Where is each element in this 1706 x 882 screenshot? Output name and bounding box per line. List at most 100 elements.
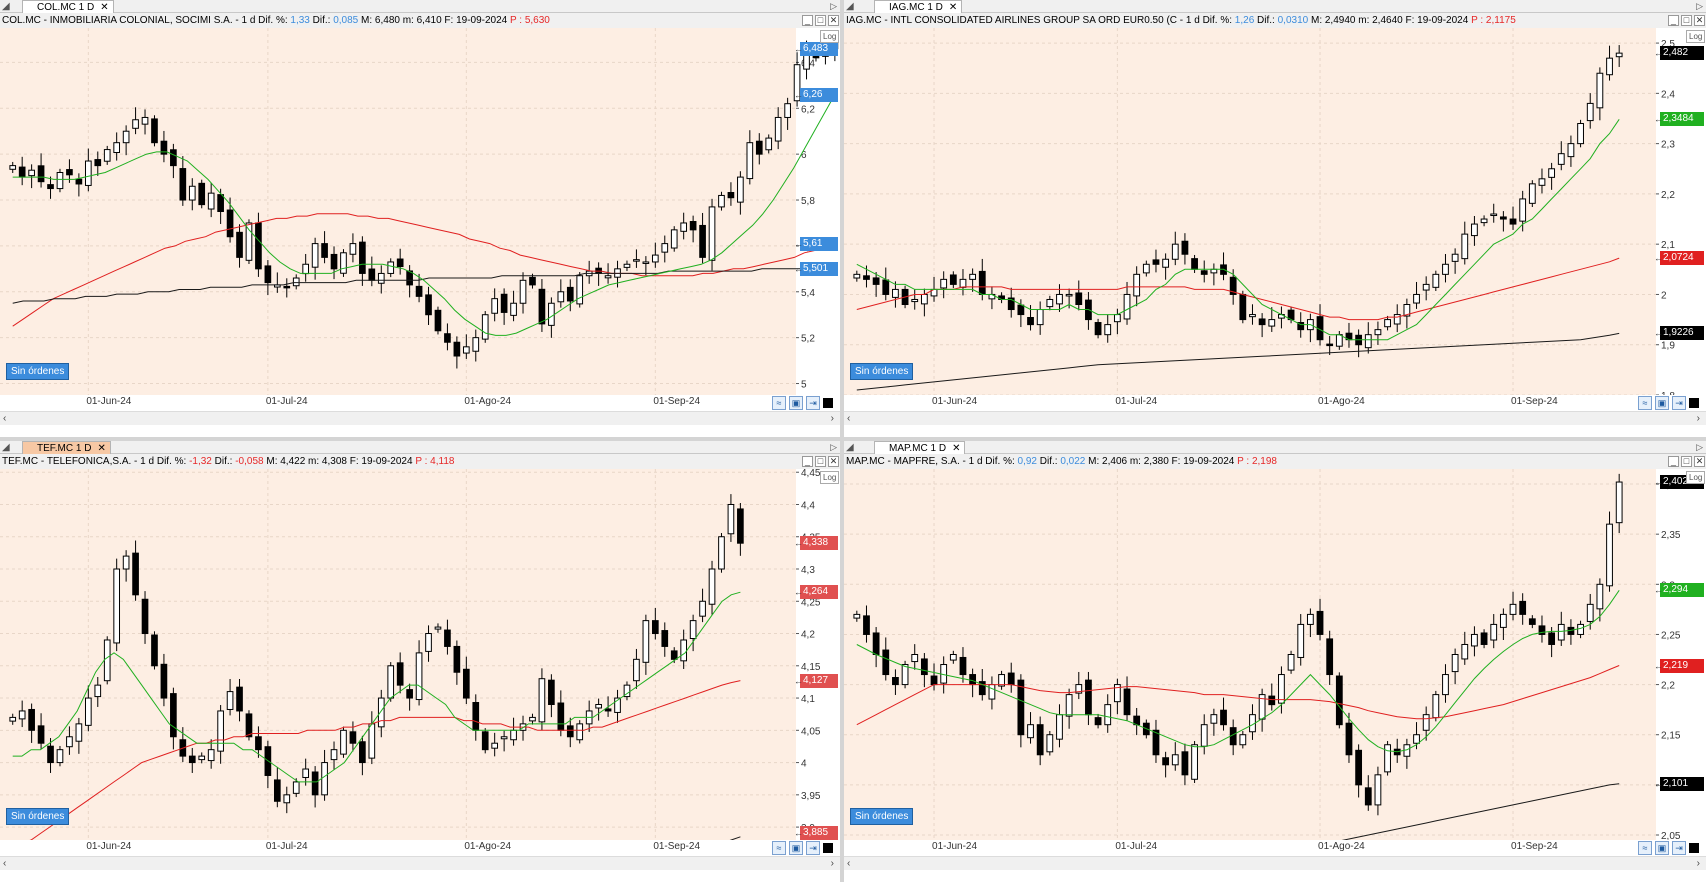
candle-body [396, 662, 404, 686]
indicator-tool-icon[interactable]: ≈ [1638, 396, 1652, 410]
time-axis[interactable]: 01-Jun-24 01-Jul-24 01-Ago-24 01-Sep-24 [0, 840, 840, 856]
save-layout-icon[interactable]: ▣ [789, 841, 803, 855]
maximize-button[interactable]: □ [815, 15, 826, 26]
close-button[interactable]: ✕ [828, 15, 839, 26]
fit-chart-icon[interactable]: ⇥ [1672, 396, 1686, 410]
tab-close-icon[interactable]: ✕ [948, 2, 958, 13]
scroll-right-arrow-icon[interactable]: › [1696, 858, 1700, 869]
minimize-button[interactable]: _ [802, 15, 813, 26]
price-axis[interactable] [796, 469, 840, 840]
indicator-tool-icon[interactable]: ≈ [1638, 841, 1652, 855]
close-button[interactable]: ✕ [1694, 15, 1705, 26]
close-button[interactable]: ✕ [1694, 456, 1705, 467]
tab-scroll-left-icon[interactable]: ◢ [2, 442, 10, 453]
log-scale-button[interactable]: Log [820, 30, 840, 43]
log-scale-button[interactable]: Log [1686, 30, 1706, 43]
scroll-left-arrow-icon[interactable]: ‹ [3, 858, 7, 869]
log-scale-button[interactable]: Log [820, 471, 840, 484]
minimize-button[interactable]: _ [802, 456, 813, 467]
close-button[interactable]: ✕ [828, 456, 839, 467]
pane-splitter-horizontal[interactable] [0, 437, 1706, 441]
fit-chart-icon[interactable]: ⇥ [806, 396, 820, 410]
candle-body [642, 261, 650, 264]
candle-body [1056, 293, 1063, 305]
y-tick-label: 2,1 [1661, 240, 1675, 251]
tab-col[interactable]: COL.MC 1 D ✕ [22, 0, 114, 13]
minimize-button[interactable]: _ [1668, 456, 1679, 467]
candle-body [1606, 57, 1613, 76]
time-axis[interactable]: 01-Jun-24 01-Jul-24 01-Ago-24 01-Sep-24 [844, 840, 1706, 856]
candle-body [1239, 734, 1247, 746]
tab-tef[interactable]: TEF.MC 1 D ✕ [22, 441, 111, 454]
pane-splitter-vertical[interactable] [840, 0, 844, 882]
save-layout-icon[interactable]: ▣ [1655, 396, 1669, 410]
info-dif-label: Dif.: [1039, 456, 1058, 467]
horizontal-scrollbar[interactable]: ‹ › [0, 856, 840, 870]
candle-body [978, 681, 986, 696]
candle-body [969, 273, 977, 280]
orders-status-badge[interactable]: Sin órdenes [850, 363, 914, 380]
color-mode-icon[interactable]: ■ [1689, 398, 1699, 410]
maximize-button[interactable]: □ [1681, 456, 1692, 467]
candle-body [292, 277, 300, 287]
tab-close-icon[interactable]: ✕ [97, 443, 106, 454]
candle-body [1509, 603, 1517, 615]
info-p: 2,1175 [1485, 15, 1516, 26]
save-layout-icon[interactable]: ▣ [789, 396, 803, 410]
minimize-button[interactable]: _ [1668, 15, 1679, 26]
price-plot-area[interactable] [844, 469, 1656, 840]
color-mode-icon[interactable]: ■ [1689, 843, 1699, 855]
scroll-left-arrow-icon[interactable]: ‹ [847, 413, 851, 424]
orders-status-badge[interactable]: Sin órdenes [6, 363, 70, 380]
scroll-right-arrow-icon[interactable]: › [830, 413, 834, 424]
fit-chart-icon[interactable]: ⇥ [806, 841, 820, 855]
tab-map[interactable]: MAP.MC 1 D ✕ [874, 441, 966, 454]
y-tick-label: 4,1 [801, 694, 815, 705]
tab-scroll-left-icon[interactable]: ◢ [846, 442, 854, 453]
candle-body [863, 615, 870, 635]
x-tick-label: 01-Ago-24 [464, 396, 512, 407]
candle-body [853, 273, 861, 279]
candle-body [1606, 523, 1613, 587]
color-mode-icon[interactable]: ■ [823, 398, 833, 410]
tab-scroll-right-icon[interactable]: ▷ [1696, 1, 1703, 11]
fit-chart-icon[interactable]: ⇥ [1672, 841, 1686, 855]
orders-status-badge[interactable]: Sin órdenes [6, 808, 70, 825]
log-scale-button[interactable]: Log [1686, 471, 1706, 484]
price-plot-area[interactable] [0, 469, 796, 840]
price-plot-area[interactable] [0, 28, 796, 395]
candle-body [1326, 343, 1334, 347]
tab-scroll-right-icon[interactable]: ▷ [830, 442, 837, 452]
tab-scroll-left-icon[interactable]: ◢ [2, 1, 10, 12]
tab-scroll-left-icon[interactable]: ◢ [846, 1, 854, 12]
tab-close-icon[interactable]: ✕ [952, 443, 961, 454]
candle-body [882, 649, 890, 676]
scroll-right-arrow-icon[interactable]: › [1696, 413, 1700, 424]
tab-scroll-right-icon[interactable]: ▷ [830, 1, 837, 11]
scroll-left-arrow-icon[interactable]: ‹ [3, 413, 7, 424]
indicator-tool-icon[interactable]: ≈ [772, 841, 786, 855]
orders-status-badge[interactable]: Sin órdenes [850, 808, 914, 825]
candle-body [28, 169, 35, 177]
y-tick-label: 6 [801, 150, 807, 161]
candle-body [226, 691, 234, 710]
time-axis[interactable]: 01-Jun-24 01-Jul-24 01-Ago-24 01-Sep-24 [0, 395, 840, 411]
info-dif: 0,085 [333, 15, 359, 26]
horizontal-scrollbar[interactable]: ‹ › [844, 856, 1706, 870]
maximize-button[interactable]: □ [815, 456, 826, 467]
scroll-right-arrow-icon[interactable]: › [830, 858, 834, 869]
chart-svg: 2,052,12,152,22,252,32,352,4 [844, 469, 1681, 846]
horizontal-scrollbar[interactable]: ‹ › [844, 411, 1706, 425]
candle-body [491, 298, 499, 314]
time-axis[interactable]: 01-Jun-24 01-Jul-24 01-Ago-24 01-Sep-24 [844, 395, 1706, 411]
horizontal-scrollbar[interactable]: ‹ › [0, 411, 840, 425]
tab-iag[interactable]: IAG.MC 1 D ✕ [874, 0, 963, 13]
maximize-button[interactable]: □ [1681, 15, 1692, 26]
candle-body [500, 736, 508, 740]
color-mode-icon[interactable]: ■ [823, 843, 833, 855]
indicator-tool-icon[interactable]: ≈ [772, 396, 786, 410]
tab-close-icon[interactable]: ✕ [100, 2, 109, 13]
tab-scroll-right-icon[interactable]: ▷ [1696, 442, 1703, 452]
save-layout-icon[interactable]: ▣ [1655, 841, 1669, 855]
scroll-left-arrow-icon[interactable]: ‹ [847, 858, 851, 869]
